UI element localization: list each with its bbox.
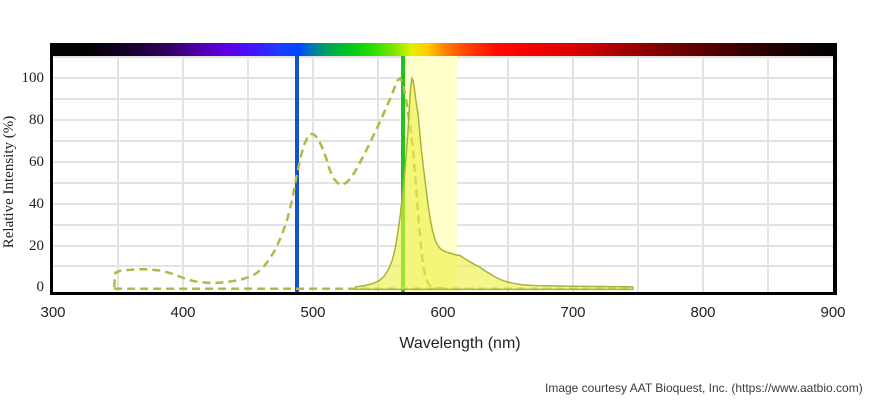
vertical-gridline — [117, 56, 119, 292]
vertical-gridline — [247, 56, 249, 292]
vertical-gridline — [507, 56, 509, 292]
x-tick-label: 900 — [820, 304, 846, 321]
y-axis-title: Relative Intensity (%) — [1, 115, 17, 249]
plot-border-left — [50, 43, 53, 295]
x-tick-label: 700 — [560, 304, 586, 321]
x-tick-label: 300 — [40, 304, 66, 321]
curves-svg — [112, 76, 634, 291]
vertical-gridline — [702, 56, 704, 292]
vertical-gridline — [637, 56, 639, 292]
green-laser-line — [400, 56, 405, 292]
plot-border-bottom — [50, 291, 837, 295]
y-tick-label: 0 — [36, 279, 45, 296]
y-tick-label: 80 — [29, 112, 44, 129]
x-axis-title: Wavelength (nm) — [399, 335, 521, 352]
vertical-gridline — [767, 56, 769, 292]
vertical-gridline — [377, 56, 379, 292]
x-tick-label: 400 — [170, 304, 196, 321]
emission-curve — [355, 76, 634, 291]
x-tick-label: 800 — [690, 304, 716, 321]
vertical-gridline — [182, 56, 184, 292]
y-tick-label: 20 — [29, 237, 44, 254]
blue-laser-line — [295, 56, 300, 292]
y-tick-label: 40 — [29, 195, 44, 212]
x-tick-label: 600 — [430, 304, 456, 321]
y-tick-label: 60 — [29, 153, 44, 170]
plot-area — [53, 56, 833, 292]
image-courtesy-caption: Image courtesy AAT Bioquest, Inc. (https… — [545, 381, 863, 395]
vertical-gridline — [572, 56, 574, 292]
wavelength-color-bar — [53, 43, 833, 56]
plot-border-right — [833, 43, 837, 295]
x-tick-label: 500 — [300, 304, 326, 321]
y-tick-label: 100 — [21, 70, 45, 87]
vertical-gridline — [312, 56, 314, 292]
